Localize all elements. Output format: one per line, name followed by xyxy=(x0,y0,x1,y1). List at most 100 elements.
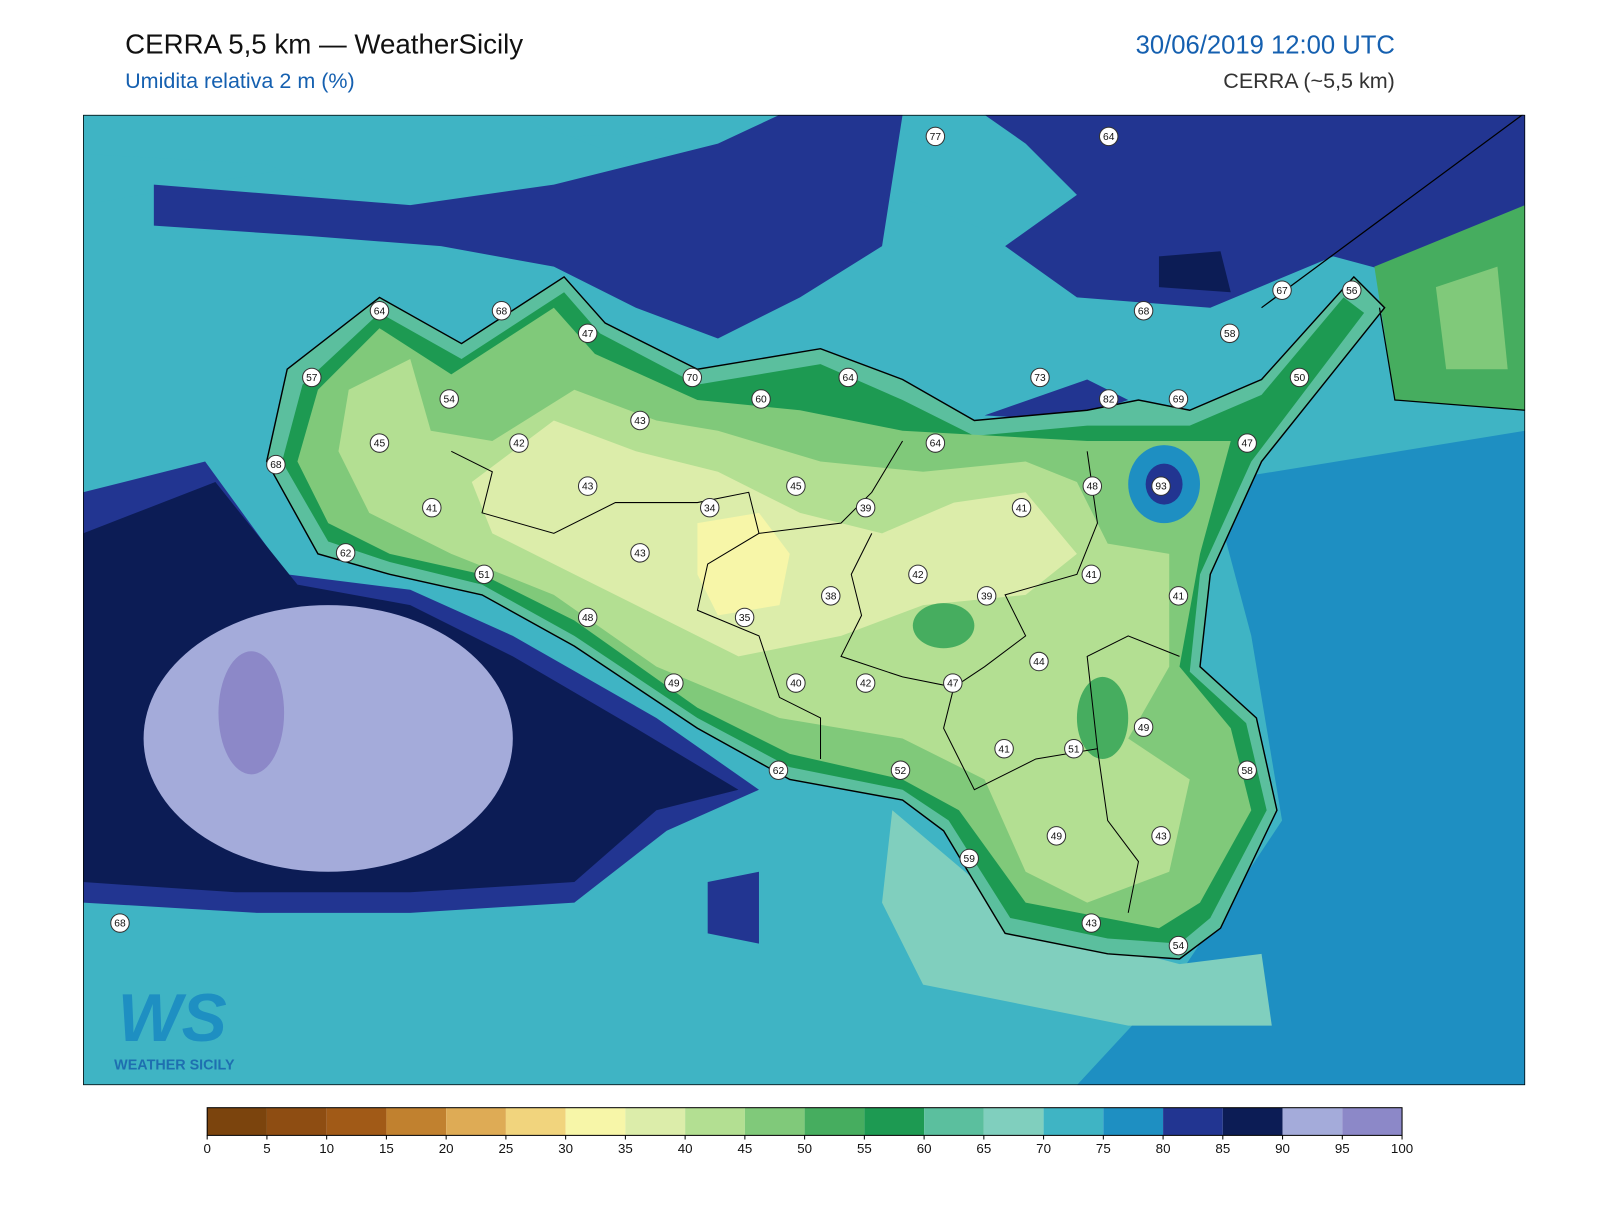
station-value: 58 xyxy=(1241,766,1253,777)
colorbar-tick-label: 5 xyxy=(263,1141,270,1156)
station-value: 43 xyxy=(582,482,594,493)
station-marker xyxy=(474,564,494,585)
colorbar-tick-label: 70 xyxy=(1036,1141,1051,1156)
station-marker xyxy=(439,389,459,409)
station-value: 64 xyxy=(1103,132,1115,143)
field xyxy=(143,605,513,872)
colorbar-bin xyxy=(983,1107,1044,1136)
station-marker xyxy=(664,673,684,693)
station-value: 35 xyxy=(739,613,751,624)
station-value: 38 xyxy=(825,591,837,602)
colorbar-bin xyxy=(924,1107,984,1136)
colorbar-tick-label: 35 xyxy=(618,1141,633,1156)
station-marker xyxy=(1342,280,1362,300)
station-value: 42 xyxy=(513,439,525,450)
station-marker xyxy=(1168,586,1189,606)
station-marker xyxy=(734,607,755,628)
station-marker xyxy=(768,760,789,780)
station-value: 49 xyxy=(668,679,680,690)
colorbar-tick-label: 15 xyxy=(379,1141,394,1156)
station-value: 52 xyxy=(895,766,907,777)
colorbar-bin xyxy=(207,1107,267,1136)
station-value: 93 xyxy=(1155,482,1167,493)
field xyxy=(1076,430,1526,1086)
station-value: 73 xyxy=(1034,373,1046,384)
station-value: 41 xyxy=(1173,591,1185,602)
station-value: 43 xyxy=(634,548,646,559)
station-marker xyxy=(1046,826,1067,846)
station-marker xyxy=(855,497,876,518)
colorbar-bin xyxy=(804,1107,865,1136)
station-value: 77 xyxy=(930,132,942,143)
station-marker xyxy=(577,607,598,628)
stations: 77 64 64 68 47 57 70 64 60 73 68 67 56 58 82 69 50 54 43 45… xyxy=(110,126,1362,956)
colorbar-bin xyxy=(266,1107,327,1136)
station-value: 62 xyxy=(773,766,785,777)
station-marker xyxy=(1237,433,1257,453)
station-value: 43 xyxy=(1086,919,1098,930)
map: WS WEATHER SICILY xyxy=(83,114,1526,1086)
station-marker xyxy=(1011,497,1032,518)
colorbar-bin xyxy=(744,1107,805,1136)
station-marker xyxy=(1098,389,1119,409)
coastline xyxy=(1261,114,1526,411)
colorbar-bin xyxy=(1282,1107,1343,1136)
land-field xyxy=(697,512,790,616)
station-marker xyxy=(1151,476,1171,496)
colorbar-bin xyxy=(685,1107,745,1136)
station-marker xyxy=(630,410,650,431)
colorbar-bin xyxy=(565,1107,626,1136)
coastline xyxy=(265,275,1386,960)
station-marker xyxy=(786,476,806,496)
station-marker xyxy=(908,564,928,585)
station-value: 68 xyxy=(496,306,508,317)
station-value: 45 xyxy=(374,439,386,450)
station-marker xyxy=(855,673,876,693)
station-value: 69 xyxy=(1173,395,1185,406)
station-marker xyxy=(369,433,390,453)
station-marker xyxy=(1237,760,1257,780)
colorbar-tick-label: 10 xyxy=(319,1141,334,1156)
land-field xyxy=(912,603,975,649)
station-value: 50 xyxy=(1294,373,1306,384)
station-value: 41 xyxy=(426,503,438,514)
station-value: 51 xyxy=(1068,744,1080,755)
field xyxy=(1158,251,1231,293)
station-value: 42 xyxy=(912,570,924,581)
station-marker xyxy=(335,543,356,563)
title: CERRA 5,5 km — WeatherSicily xyxy=(125,28,523,59)
station-value: 48 xyxy=(582,613,594,624)
colorbar-tick-label: 45 xyxy=(737,1141,752,1156)
station-marker xyxy=(838,367,858,388)
station-marker xyxy=(1151,826,1171,846)
colorbar-tick-label: 30 xyxy=(558,1141,573,1156)
colorbar-bin xyxy=(625,1107,686,1136)
station-marker xyxy=(700,497,720,518)
station-marker xyxy=(1081,913,1102,933)
station-marker xyxy=(369,301,390,321)
station-value: 64 xyxy=(843,373,855,384)
field xyxy=(1435,266,1508,370)
field xyxy=(153,114,903,339)
station-value: 68 xyxy=(1138,306,1150,317)
field xyxy=(707,871,759,944)
station-value: 39 xyxy=(981,591,993,602)
colorbar-tick-label: 20 xyxy=(439,1141,454,1156)
station-value: 45 xyxy=(790,482,802,493)
station-marker xyxy=(302,367,322,388)
colorbar-bin xyxy=(864,1107,925,1136)
colorbar-tick-label: 25 xyxy=(498,1141,513,1156)
station-value: 39 xyxy=(860,503,872,514)
station-marker xyxy=(577,323,598,344)
station-value: 68 xyxy=(270,460,282,471)
station-marker xyxy=(1030,367,1050,388)
colorbar-bin xyxy=(386,1107,447,1136)
station-value: 41 xyxy=(998,744,1010,755)
colorbar-bin xyxy=(1103,1107,1164,1136)
station-marker xyxy=(1082,476,1103,496)
station-value: 64 xyxy=(374,306,386,317)
station-marker xyxy=(422,497,442,518)
station-marker xyxy=(1168,389,1189,409)
station-marker xyxy=(976,586,997,606)
